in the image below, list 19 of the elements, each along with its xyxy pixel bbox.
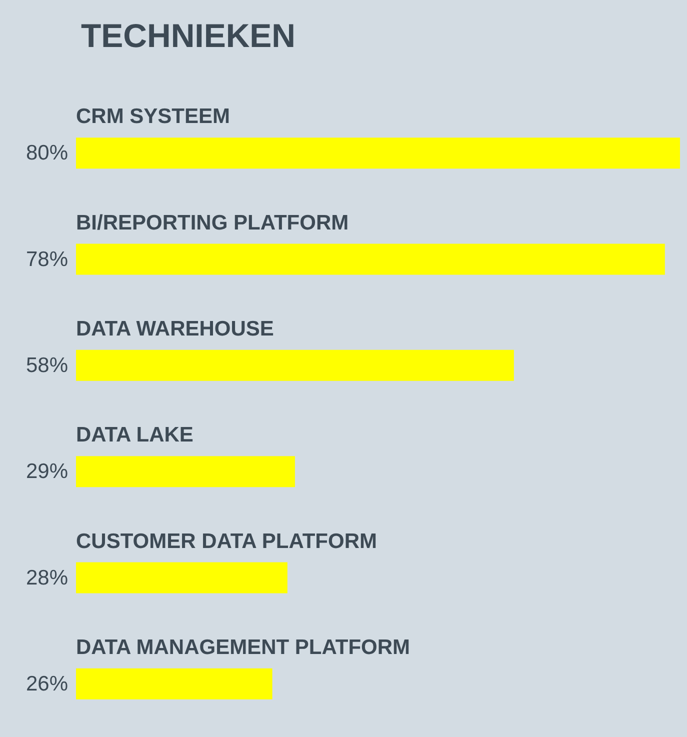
y-tick-label: CUSTOMER DATA PLATFORM	[76, 530, 377, 553]
bar	[76, 244, 665, 275]
chart-title: TECHNIEKEN	[81, 17, 296, 54]
data-label: 80%	[26, 142, 68, 165]
y-tick-label: DATA MANAGEMENT PLATFORM	[76, 636, 410, 659]
bar	[76, 456, 295, 488]
y-tick-label: DATA LAKE	[76, 424, 194, 447]
bar	[76, 562, 288, 594]
y-tick-label: BI/REPORTING PLATFORM	[76, 211, 349, 234]
data-label: 28%	[26, 566, 68, 590]
bar	[76, 350, 514, 381]
data-label: 78%	[26, 248, 68, 271]
bar	[76, 668, 272, 700]
y-tick-label: DATA WAREHOUSE	[76, 317, 274, 340]
y-tick-label: CRM SYSTEEM	[76, 105, 230, 128]
data-label: 26%	[26, 672, 68, 696]
data-label: 58%	[26, 354, 68, 377]
bar	[76, 138, 680, 169]
data-label: 29%	[26, 460, 68, 484]
